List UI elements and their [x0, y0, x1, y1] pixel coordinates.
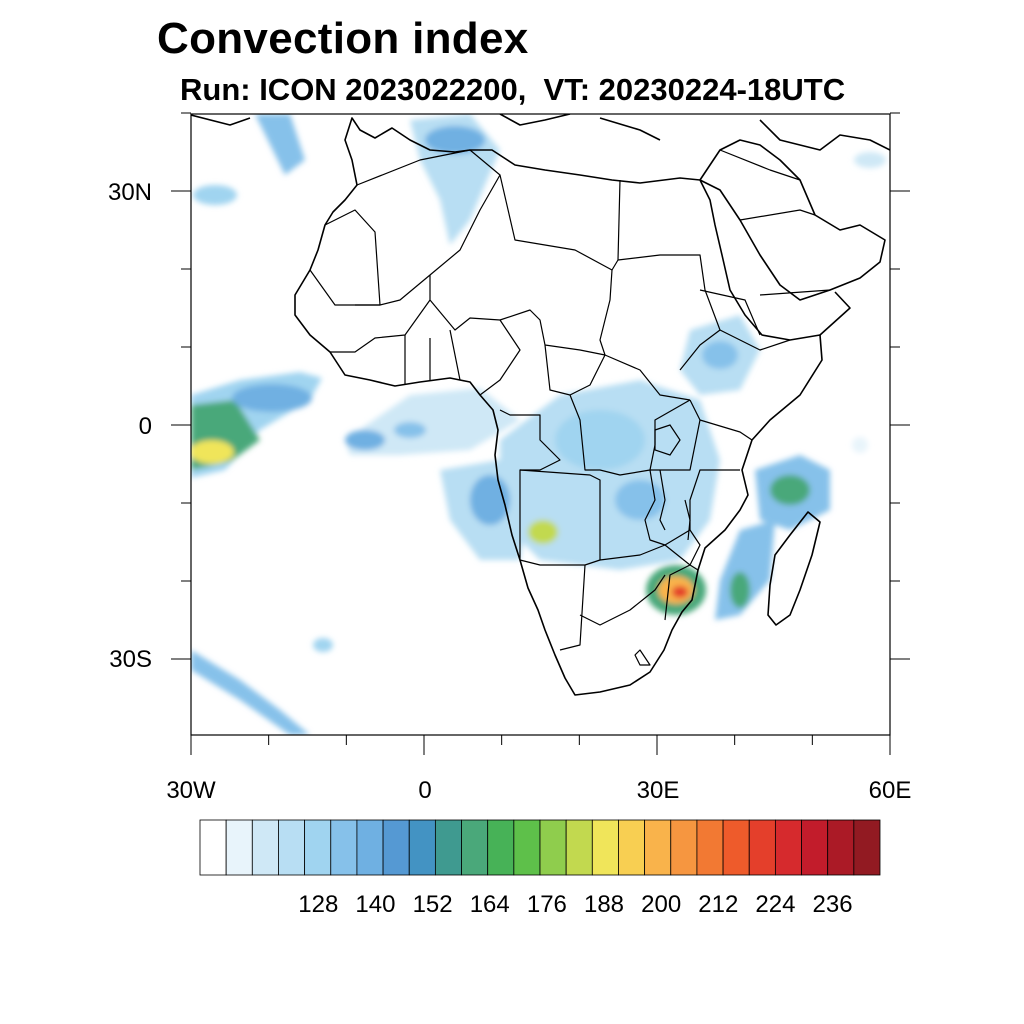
colorbar-swatch	[539, 819, 567, 876]
colorbar-swatch	[487, 819, 515, 876]
colorbar-swatch	[644, 819, 672, 876]
lon-label-60e: 60E	[869, 777, 912, 804]
arabia-coastline	[699, 139, 886, 301]
colorbar-swatch	[356, 819, 384, 876]
madagascar-coastline	[767, 511, 821, 626]
lakes	[654, 424, 691, 541]
colorbar-label: 152	[413, 891, 453, 918]
chart-title: Convection index	[157, 14, 529, 63]
colorbar-swatch	[304, 819, 332, 876]
lon-label-0: 0	[418, 777, 431, 804]
colorbar-swatch	[801, 819, 829, 876]
colorbar-label: 212	[698, 891, 738, 918]
colorbar-swatch	[278, 819, 306, 876]
convection-fields	[191, 114, 886, 735]
colorbar-label: 140	[355, 891, 395, 918]
colorbar-label: 176	[527, 891, 567, 918]
colorbar-swatch	[722, 819, 750, 876]
colorbar-swatch	[670, 819, 698, 876]
lat-label-30n: 30N	[108, 179, 152, 206]
lat-label-30s: 30S	[109, 646, 152, 673]
colorbar-labels: 128 140 152 164 176 188 200 212 224 236	[298, 891, 852, 918]
colorbar-swatch	[461, 819, 489, 876]
colorbar-swatch	[696, 819, 724, 876]
lat-axis-labels: 30N 0 30S	[108, 179, 152, 673]
colorbar-swatch	[225, 819, 253, 876]
colorbar-label: 188	[584, 891, 624, 918]
chart-subtitle: Run: ICON 2023022200, VT: 20230224-18UTC	[180, 72, 846, 107]
colorbar-swatch	[565, 819, 593, 876]
map-field	[191, 114, 890, 735]
colorbar-swatch	[251, 819, 279, 876]
colorbar-swatch	[513, 819, 541, 876]
colorbar-swatch	[434, 819, 462, 876]
colorbar-label: 128	[298, 891, 338, 918]
lon-label-30w: 30W	[166, 777, 216, 804]
colorbar-swatch	[853, 819, 881, 876]
lon-axis-labels: 30W 0 30E 60E	[166, 777, 911, 804]
arabia-south-coast	[819, 291, 851, 336]
colorbar-swatch	[774, 819, 802, 876]
lat-label-0: 0	[139, 413, 152, 440]
africa-coastline	[294, 117, 823, 696]
colorbar-label: 224	[755, 891, 795, 918]
colorbar-label: 200	[641, 891, 681, 918]
colorbar-swatch	[591, 819, 619, 876]
colorbar-swatch	[408, 819, 436, 876]
colorbar-swatch	[618, 819, 646, 876]
colorbar-swatch	[330, 819, 358, 876]
colorbar-swatch	[827, 819, 855, 876]
colorbar-swatch	[748, 819, 776, 876]
colorbar-swatch	[382, 819, 410, 876]
colorbar-label: 164	[470, 891, 510, 918]
colorbar-swatch	[199, 819, 227, 876]
colorbar-label: 236	[813, 891, 853, 918]
europe-coastline	[191, 114, 890, 151]
country-borders	[309, 149, 831, 666]
axis-ticks	[171, 112, 910, 755]
lon-label-30e: 30E	[637, 777, 680, 804]
colorbar	[199, 819, 881, 876]
coastlines	[191, 114, 890, 696]
